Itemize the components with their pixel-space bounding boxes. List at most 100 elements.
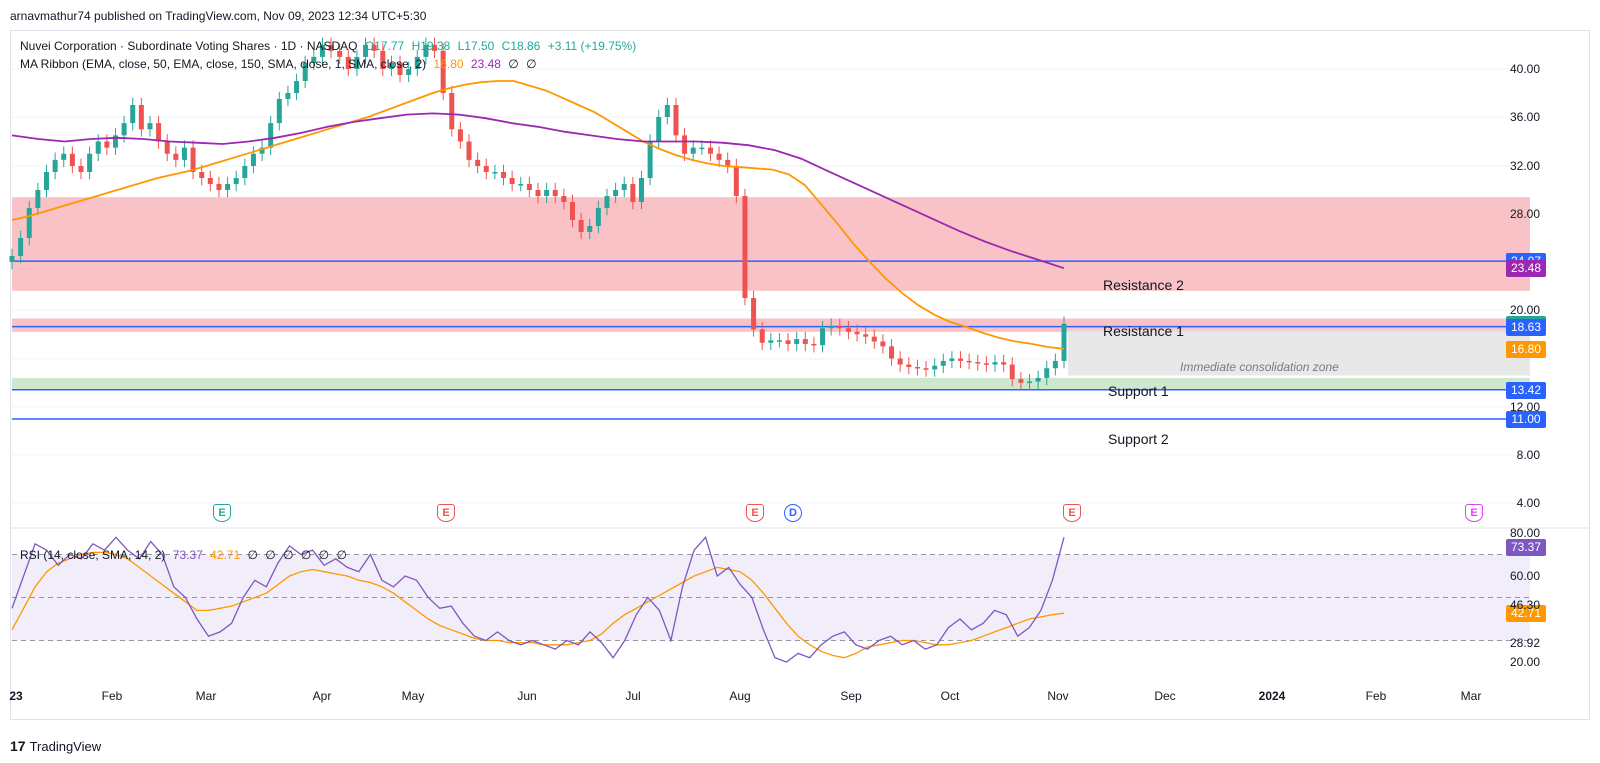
candle-body <box>820 328 826 346</box>
price-tag: 16.80 <box>1506 340 1546 358</box>
candle-body <box>95 141 101 154</box>
candle-body <box>699 147 705 150</box>
candle-body <box>751 298 757 330</box>
candle-body <box>61 153 67 160</box>
rsi-value: 73.37 <box>172 548 203 562</box>
candle-body <box>802 339 808 344</box>
main-legend: Nuvei Corporation · Subordinate Voting S… <box>20 39 640 53</box>
candle-body <box>828 325 834 329</box>
earnings-marker[interactable]: E <box>437 504 455 522</box>
dividend-marker[interactable]: D <box>784 504 802 522</box>
candle-body <box>630 184 636 202</box>
candle-body <box>992 362 998 365</box>
candle-body <box>181 147 187 160</box>
time-axis-tick: Apr <box>312 689 332 703</box>
price-axis-tick: 12.00 <box>1509 400 1540 414</box>
candle-body <box>199 172 205 178</box>
candle-body <box>328 44 334 51</box>
candle-body <box>794 339 800 344</box>
rsi-line <box>11 535 1065 663</box>
candle-body <box>216 184 222 190</box>
candle-body <box>388 62 394 69</box>
ma-ribbon-legend: MA Ribbon (EMA, close, 50, EMA, close, 1… <box>20 57 541 71</box>
candle-body <box>673 105 679 136</box>
candle-body <box>156 123 162 142</box>
ma-ribbon-title[interactable]: MA Ribbon (EMA, close, 50, EMA, close, 1… <box>20 57 427 71</box>
candle-body <box>561 196 567 202</box>
rsi-extra-2: ∅ <box>265 548 276 562</box>
earnings-marker[interactable]: E <box>1465 504 1483 522</box>
zone-resistance-2 <box>12 197 1530 291</box>
earnings-marker[interactable]: E <box>1063 504 1081 522</box>
candle-body <box>406 69 412 75</box>
candle-body <box>509 178 515 184</box>
price-axis-tick: 40.00 <box>1509 62 1540 76</box>
price-tag: 23.48 <box>1506 260 1546 278</box>
chart-frame <box>10 30 1590 720</box>
candle-body <box>932 365 938 370</box>
price-tag: 13.42 <box>1506 381 1546 399</box>
time-axis-tick: Jun <box>517 689 537 703</box>
candle-body <box>604 196 610 208</box>
candle-body <box>423 44 429 57</box>
candle-body <box>1052 360 1058 369</box>
symbol-title[interactable]: Nuvei Corporation · Subordinate Voting S… <box>20 39 358 53</box>
candle-body <box>112 135 118 148</box>
candle-body <box>1018 379 1024 383</box>
ma-ribbon-value-3: ∅ <box>508 57 519 71</box>
candle-body <box>268 123 274 148</box>
candle-body <box>294 81 300 93</box>
candle-body <box>457 129 463 142</box>
candle-body <box>164 141 170 154</box>
candle-body <box>397 62 403 75</box>
candle-body <box>595 208 601 226</box>
candle-body <box>949 358 955 361</box>
candle-body <box>1027 381 1033 384</box>
zone-resistance-1 <box>12 318 1530 332</box>
rsi-axis-tick: 80.00 <box>1509 526 1540 540</box>
candle-body <box>983 363 989 365</box>
zone-support-1 <box>12 377 1530 391</box>
candle-body <box>147 123 153 130</box>
zone-label-support-1: Support 1 <box>1108 383 1169 399</box>
candle-body <box>535 190 541 196</box>
price-axis-tick: 20.00 <box>1509 303 1540 317</box>
earnings-marker[interactable]: E <box>746 504 764 522</box>
price-axis-tick: 4.00 <box>1516 496 1540 510</box>
candle-body <box>501 172 507 178</box>
candle-body <box>276 99 282 124</box>
rsi-extra-6: ∅ <box>336 548 347 562</box>
tradingview-logo-text: TradingView <box>29 738 102 754</box>
candle-body <box>337 50 343 57</box>
price-tag: 11.00 <box>1506 411 1546 428</box>
candle-body <box>1044 368 1050 378</box>
ohlc-low: L17.50 <box>457 39 495 53</box>
candle-body <box>682 135 688 154</box>
candle-body <box>432 44 438 51</box>
candle-body <box>966 360 972 363</box>
candle-body <box>742 196 748 298</box>
candle-body <box>9 256 15 262</box>
tradingview-logo[interactable]: 17 TradingView <box>10 738 101 754</box>
rsi-title[interactable]: RSI (14, close, SMA, 14, 2) <box>20 548 166 562</box>
candle-body <box>889 346 895 359</box>
candle-body <box>414 56 420 69</box>
candle-body <box>897 358 903 365</box>
candle-body <box>43 172 49 190</box>
candle-body <box>52 159 58 172</box>
ma-ribbon-value-4: ∅ <box>526 57 537 71</box>
publisher-credit: arnavmathur74 published on TradingView.c… <box>10 9 427 23</box>
candle-body <box>837 325 843 329</box>
earnings-marker[interactable]: E <box>213 504 231 522</box>
time-axis-tick: Jul <box>625 689 641 703</box>
candle-body <box>923 368 929 370</box>
time-axis-tick: Oct <box>940 689 960 703</box>
candle-body <box>518 184 524 186</box>
candle-body <box>354 56 360 69</box>
candle-body <box>690 147 696 154</box>
candle-body <box>242 166 248 178</box>
candle-body <box>285 93 291 99</box>
candle-body <box>845 328 851 332</box>
zone-label-resistance-2: Resistance 2 <box>1103 277 1184 293</box>
